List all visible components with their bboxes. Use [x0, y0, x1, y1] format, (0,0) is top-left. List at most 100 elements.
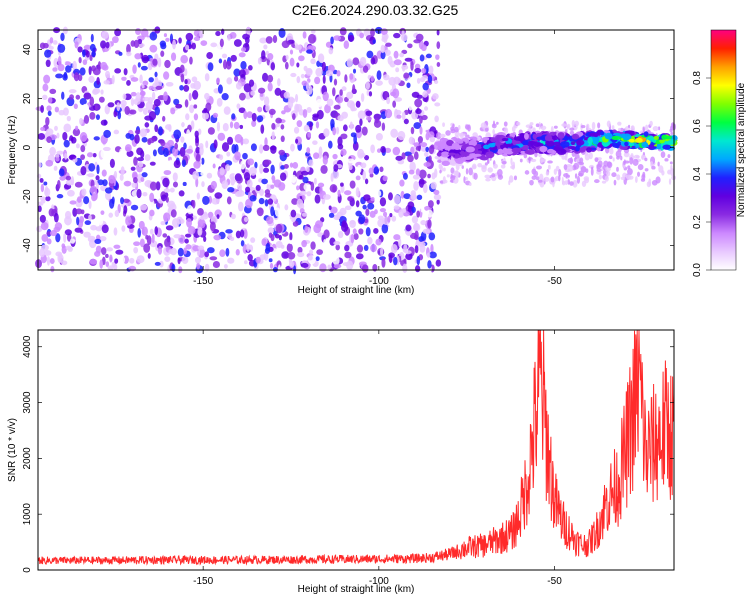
- spectrogram-noise-cell: [85, 50, 90, 58]
- spectrogram-noise-cell: [89, 185, 98, 195]
- spectrogram-ridge-cell: [497, 148, 504, 155]
- spectrogram-noise-cell: [262, 72, 269, 82]
- spectrogram-noise-cell: [328, 140, 333, 149]
- spectrogram-noise-cell: [256, 207, 264, 217]
- spectrogram-noise-cell: [337, 136, 343, 147]
- colorbar-ticks: 0.0 0.2 0.4 0.6 0.8: [692, 71, 711, 277]
- spectrogram-noise-cell: [432, 93, 439, 100]
- spectrogram-noise-cell: [293, 126, 300, 134]
- spectrogram-faint-cell: [492, 129, 495, 135]
- spectrogram-noise-cell: [173, 129, 182, 140]
- spectrogram-noise-cell: [157, 57, 162, 68]
- spectrogram-noise-cell: [146, 235, 152, 246]
- spectrogram-noise-cell: [356, 164, 362, 174]
- spectrogram-noise-cell: [132, 64, 137, 74]
- spectrogram-noise-cell: [243, 83, 252, 93]
- spectrogram-noise-cell: [380, 145, 386, 153]
- spectrogram-noise-cell: [392, 146, 401, 156]
- spectrogram-faint-cell: [627, 165, 631, 170]
- spectrogram-ridge-cell: [610, 135, 621, 140]
- spectrogram-noise-cell: [69, 154, 77, 160]
- spectrogram-noise-cell: [102, 179, 108, 187]
- spectrogram-noise-cell: [315, 98, 323, 108]
- spectrogram-noise-cell: [430, 181, 437, 190]
- spectrogram-noise-cell: [413, 122, 422, 129]
- spectrogram-noise-cell: [189, 56, 193, 65]
- spectrogram-faint-cell: [612, 157, 615, 162]
- spectrogram-noise-cell: [243, 216, 249, 222]
- spectrogram-noise-cell: [233, 39, 242, 47]
- spectrogram-noise-cell: [184, 79, 188, 85]
- spectrogram-noise-cell: [43, 181, 48, 186]
- spectrogram-y-tick-label: 0: [22, 144, 33, 150]
- spectrogram-noise-cell: [226, 77, 233, 85]
- spectrogram-faint-cell: [601, 180, 607, 184]
- spectrogram-faint-cell: [467, 124, 471, 132]
- spectrogram-noise-cell: [434, 102, 441, 107]
- spectrogram-noise-cell: [267, 82, 273, 92]
- spectrogram-noise-cell: [154, 106, 160, 116]
- spectrogram-noise-cell: [371, 68, 379, 74]
- snr-y-ticks: 0 1000 2000 3000 4000: [22, 335, 674, 573]
- spectrogram-noise-cell: [63, 139, 70, 148]
- spectrogram-noise-cell: [95, 226, 103, 232]
- spectrogram-noise-cell: [83, 44, 92, 50]
- spectrogram-noise-cell: [262, 144, 270, 152]
- spectrogram-ridge-cell: [546, 148, 555, 154]
- spectrogram-noise-cell: [267, 227, 275, 234]
- spectrogram-noise-cell: [217, 132, 226, 141]
- spectrogram-noise-cell: [191, 76, 198, 83]
- spectrogram-faint-cell: [642, 171, 646, 178]
- spectrogram-noise-cell: [313, 177, 317, 185]
- spectrogram-noise-cell: [271, 122, 276, 130]
- spectrogram-noise-cell: [133, 98, 141, 105]
- spectrogram-noise-cell: [368, 91, 373, 97]
- spectrogram-noise-cell: [80, 165, 87, 176]
- spectrogram-faint-cell: [540, 125, 547, 131]
- spectrogram-noise-cell: [130, 166, 136, 171]
- spectrogram-noise-cell: [173, 98, 180, 106]
- spectrogram-noise-cell: [229, 236, 235, 242]
- spectrogram-noise-cell: [134, 134, 140, 144]
- spectrogram-faint-cell: [532, 127, 536, 133]
- spectrogram-noise-cell: [373, 119, 382, 128]
- spectrogram-noise-cell: [227, 257, 235, 264]
- spectrogram-noise-cell: [240, 160, 246, 170]
- spectrogram-noise-cell: [80, 154, 86, 160]
- spectrogram-noise-cell: [216, 214, 220, 219]
- spectrogram-noise-cell: [375, 238, 382, 246]
- spectrogram-noise-cell: [349, 73, 354, 80]
- spectrogram-faint-cell: [485, 177, 491, 182]
- spectrogram-noise-cell: [339, 27, 347, 36]
- spectrogram-noise-cell: [348, 34, 355, 42]
- spectrogram-noise-cell: [165, 81, 174, 87]
- spectrogram-noise-cell: [289, 260, 295, 268]
- spectrogram-noise-cell: [162, 147, 169, 157]
- spectrogram-noise-cell: [261, 238, 267, 246]
- spectrogram-noise-cell: [415, 33, 424, 42]
- spectrogram-noise-cell: [306, 49, 313, 54]
- spectrogram-noise-cell: [66, 115, 71, 122]
- spectrogram-noise-cell: [83, 231, 91, 238]
- spectrogram-noise-cell: [184, 99, 189, 108]
- spectrogram-noise-cell: [324, 104, 331, 114]
- spectrogram-ridge-cell: [525, 149, 536, 155]
- spectrogram-noise-cell: [411, 215, 419, 224]
- spectrogram-noise-cell: [234, 75, 239, 82]
- spectrogram-noise-cell: [261, 178, 268, 185]
- spectrogram-noise-cell: [287, 39, 295, 44]
- spectrogram-noise-cell: [130, 77, 139, 82]
- spectrogram-noise-cell: [165, 225, 174, 231]
- spectrogram-noise-cell: [260, 124, 265, 134]
- spectrogram-noise-cell: [270, 145, 277, 154]
- spectrogram-noise-cell: [316, 60, 321, 67]
- spectrogram-noise-cell: [111, 74, 115, 85]
- spectrogram-noise-cell: [115, 249, 124, 255]
- spectrogram-noise-cell: [98, 96, 105, 103]
- spectrogram-noise-cell: [370, 28, 375, 37]
- spectrogram-faint-cell: [460, 133, 466, 137]
- spectrogram-faint-cell: [553, 168, 557, 175]
- spectrogram-faint-cell: [591, 121, 596, 130]
- spectrogram-noise-cell: [422, 91, 428, 98]
- spectrogram-noise-cell: [301, 212, 308, 217]
